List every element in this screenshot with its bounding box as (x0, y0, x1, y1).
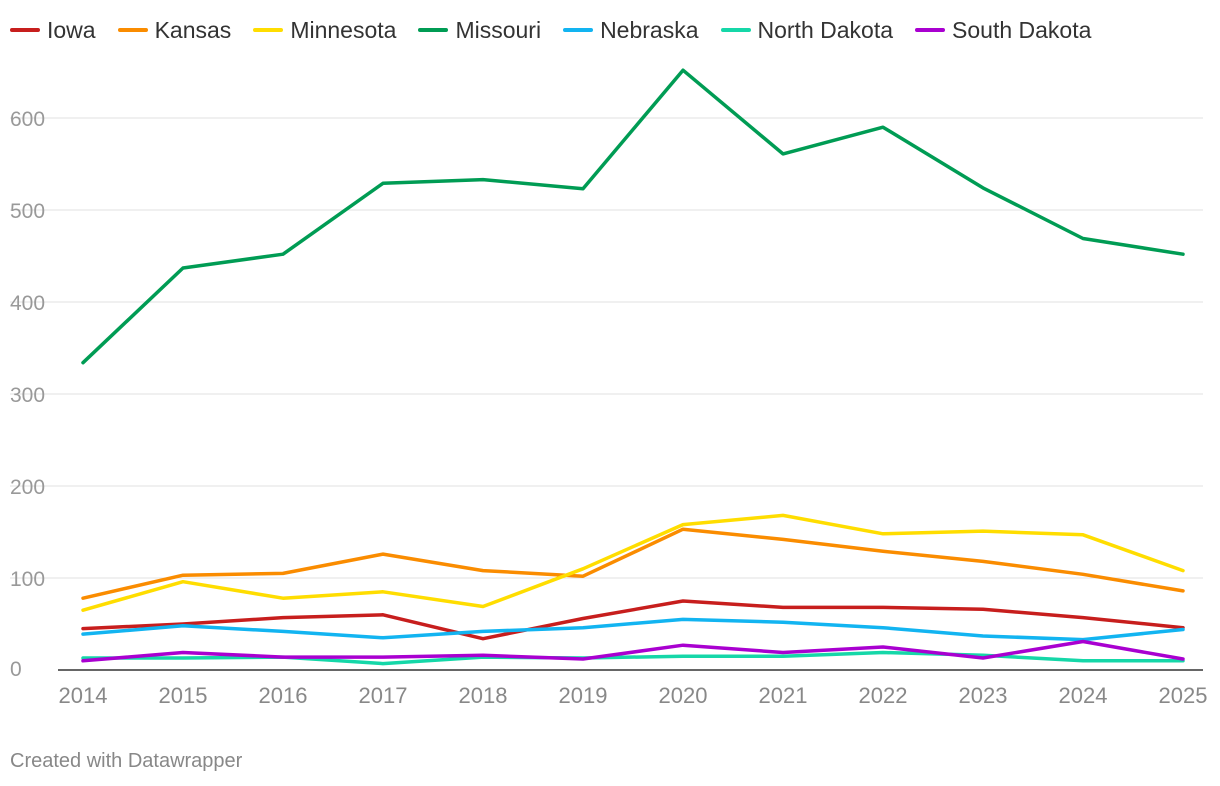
x-tick-label: 2015 (159, 683, 208, 708)
series-line-minnesota (81, 513, 1185, 612)
x-tick-label: 2023 (959, 683, 1008, 708)
legend-label: Minnesota (290, 16, 397, 43)
legend-item-south-dakota: South Dakota (915, 17, 1091, 44)
x-tick-label: 2018 (459, 683, 508, 708)
series-line-kansas (81, 527, 1185, 600)
x-tick-label: 2020 (659, 683, 708, 708)
legend-swatch (563, 28, 594, 32)
legend-item-nebraska: Nebraska (563, 16, 699, 44)
legend-item-iowa: Iowa (10, 17, 96, 44)
legend-swatch (915, 28, 946, 32)
legend-label: Kansas (154, 16, 232, 43)
x-tick-label: 2014 (59, 683, 108, 708)
legend-swatch (720, 28, 751, 32)
series-line-iowa (81, 599, 1185, 641)
x-tick-label: 2016 (259, 683, 308, 708)
series-line-south-dakota (81, 639, 1185, 663)
series-line-missouri (81, 68, 1185, 365)
x-tick-label: 2019 (559, 683, 608, 708)
legend-item-minnesota: Minnesota (253, 17, 396, 44)
legend-swatch (10, 28, 40, 32)
legend-swatch (117, 28, 148, 32)
legend-item-kansas: Kansas (117, 16, 232, 44)
y-tick-label: 0 (10, 658, 22, 681)
legend-swatch (418, 28, 449, 32)
footer-credit: Created with Datawrapper (10, 750, 243, 772)
x-tick-label: 2025 (1159, 683, 1208, 708)
x-tick-label: 2022 (859, 683, 908, 708)
y-tick-label: 100 (10, 568, 45, 591)
legend-swatch (253, 28, 284, 32)
series-line-nebraska (81, 617, 1185, 642)
legend-label: Nebraska (600, 16, 699, 43)
x-tick-label: 2017 (359, 683, 408, 708)
legend-item-missouri: Missouri (418, 17, 541, 44)
y-tick-label: 200 (10, 476, 45, 499)
chart-legend: Iowa Kansas Minnesota Missouri Nebraska North… (10, 14, 1113, 46)
legend-label: Iowa (47, 16, 96, 43)
legend-label: Missouri (455, 16, 542, 43)
y-tick-label: 600 (10, 108, 45, 131)
x-tick-label: 2021 (759, 683, 808, 708)
y-tick-label: 500 (10, 200, 45, 223)
legend-label: North Dakota (757, 16, 894, 43)
legend-label: South Dakota (952, 16, 1092, 43)
y-tick-label: 300 (10, 384, 45, 407)
x-tick-label: 2024 (1059, 683, 1108, 708)
legend-item-north-dakota: North Dakota (720, 16, 894, 44)
y-tick-label: 400 (10, 292, 45, 315)
